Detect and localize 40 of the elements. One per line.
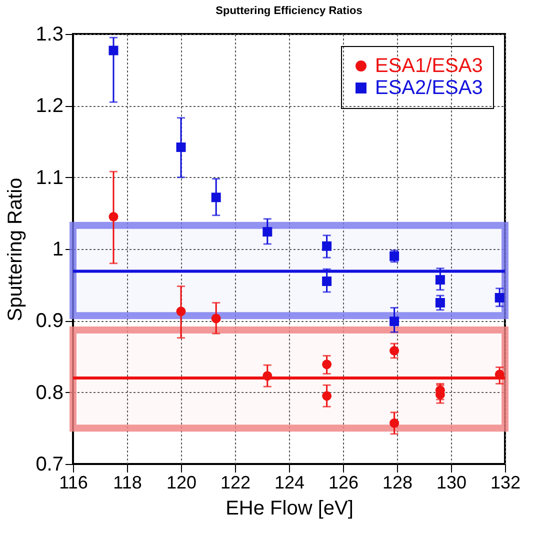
x-tick-label: 118 [113,472,142,492]
x-tick-label: 128 [382,472,413,492]
x-tick-label: 122 [220,472,251,492]
point [435,298,445,308]
point [390,346,400,356]
point [322,241,332,251]
x-axis-title: EHe Flow [eV] [226,498,354,520]
point [494,292,504,302]
y-tick-label: 0.7 [36,454,64,476]
point [176,306,186,316]
point [262,227,272,237]
point [322,360,332,370]
point [322,276,332,286]
point [390,418,400,428]
legend-label: ESA1/ESA3 [375,55,483,77]
y-tick-label: 1 [52,238,64,260]
y-tick-label: 0.8 [36,382,64,404]
y-tick-label: 1.2 [36,95,64,118]
x-tick-label: 120 [166,472,197,492]
point [176,142,186,152]
x-tick-label: 126 [328,472,359,492]
point [108,46,118,56]
y-tick-label: 1.1 [36,166,64,189]
point [262,371,272,381]
point [211,192,221,202]
point [108,212,118,222]
point [435,275,445,285]
point [211,314,221,324]
x-tick-label: 132 [490,472,521,492]
point [322,391,332,401]
x-tick-label: 116 [59,472,88,492]
chart-title: Sputtering Efficiency Ratios [216,5,362,17]
y-tick-label: 1.3 [36,24,64,46]
x-tick-label: 124 [274,472,305,492]
point [390,316,400,326]
y-axis-title: Sputtering Ratio [4,178,27,322]
legend-label: ESA2/ESA3 [375,77,483,99]
y-tick-label: 0.9 [36,310,64,332]
x-tick-label: 130 [436,472,467,492]
point [390,251,400,261]
